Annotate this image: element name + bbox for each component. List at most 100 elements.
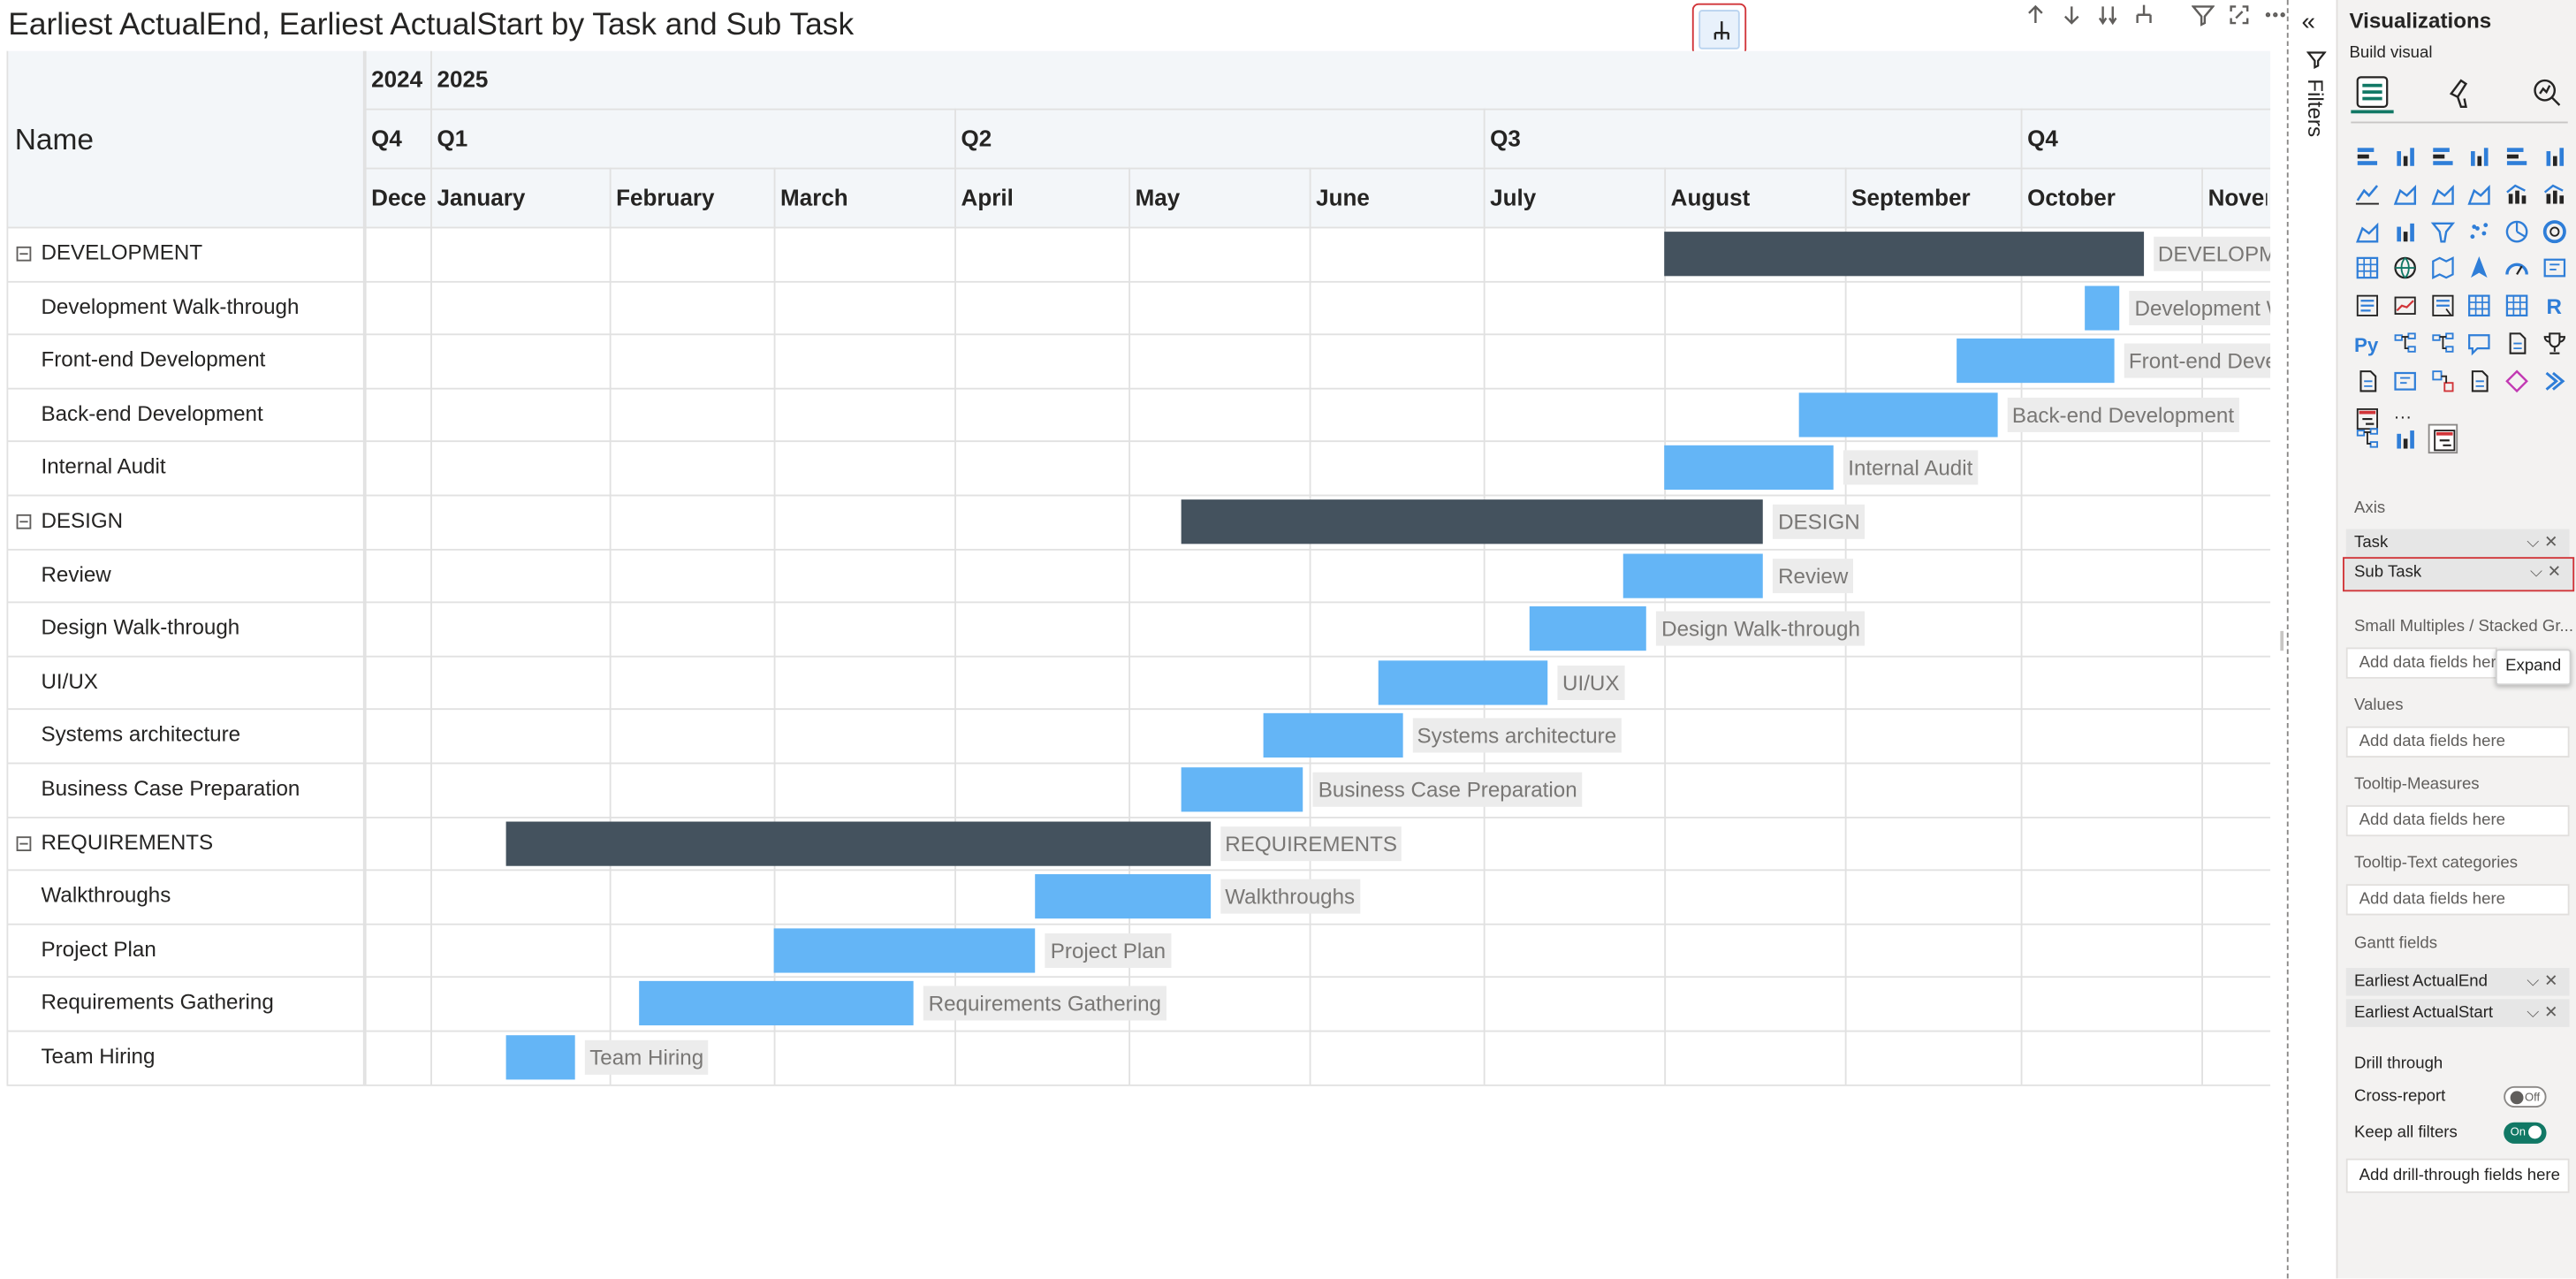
- build-visual-icon[interactable]: [2351, 71, 2394, 114]
- clustered-column-chart-icon[interactable]: [2465, 141, 2494, 171]
- chevron-down-close-icon[interactable]: ⌵✕: [2527, 972, 2564, 992]
- qa-icon[interactable]: [2465, 329, 2494, 358]
- multi-row-card-icon[interactable]: [2352, 291, 2382, 320]
- scatter-chart-icon[interactable]: [2465, 217, 2494, 246]
- gauge-icon[interactable]: [2503, 254, 2532, 283]
- subtask-bar[interactable]: [773, 927, 1037, 973]
- subtask-row-label[interactable]: Design Walk-through: [41, 614, 240, 640]
- line-chart-icon[interactable]: [2352, 179, 2382, 208]
- diamond-visual-icon[interactable]: [2503, 366, 2532, 395]
- 100-bar-chart-icon[interactable]: [2503, 141, 2532, 171]
- bar-chart-custom-icon[interactable]: [2390, 424, 2420, 453]
- task-row-label[interactable]: DESIGN: [41, 507, 124, 533]
- map-icon[interactable]: [2390, 254, 2420, 283]
- clustered-bar-chart-icon[interactable]: [2428, 141, 2457, 171]
- subtask-bar[interactable]: [1530, 606, 1647, 651]
- card-icon[interactable]: [2540, 254, 2569, 283]
- 100-area-chart-icon[interactable]: [2465, 179, 2494, 208]
- slicer-icon[interactable]: [2428, 291, 2457, 320]
- subtask-bar[interactable]: [2085, 285, 2120, 330]
- key-influencers-icon[interactable]: [2390, 329, 2420, 358]
- treemap-icon[interactable]: [2352, 254, 2382, 283]
- subtask-bar[interactable]: [1262, 713, 1402, 758]
- power-automate-icon[interactable]: [2428, 366, 2457, 395]
- format-visual-icon[interactable]: [2440, 71, 2482, 113]
- chevron-down-close-icon[interactable]: ⌵✕: [2527, 1003, 2564, 1023]
- drill-through-well[interactable]: Add drill-through fields here: [2345, 1158, 2570, 1193]
- expand-hierarchy-button[interactable]: [1691, 3, 1747, 57]
- filters-label[interactable]: Filters: [2303, 79, 2329, 138]
- subtask-row-label[interactable]: Review: [41, 561, 111, 586]
- subtask-bar[interactable]: [638, 981, 914, 1026]
- line-column-chart-icon[interactable]: [2503, 179, 2532, 208]
- double-chevron-left-icon[interactable]: «: [2301, 8, 2316, 36]
- filled-map-icon[interactable]: [2428, 254, 2457, 283]
- ribbon-chart-icon[interactable]: [2352, 217, 2382, 246]
- chevron-down-close-icon[interactable]: ⌵✕: [2527, 534, 2564, 552]
- collapse-toggle-icon[interactable]: [16, 514, 32, 529]
- subtask-row-label[interactable]: Back-end Development: [41, 400, 263, 426]
- subtask-row-label[interactable]: UI/UX: [41, 668, 98, 694]
- filter-icon[interactable]: [2188, 0, 2217, 29]
- tooltip-measures-well[interactable]: Add data fields here: [2345, 804, 2570, 837]
- subtask-row-label[interactable]: Requirements Gathering: [41, 989, 274, 1015]
- small-multiples-well[interactable]: Add data fields here: [2345, 647, 2497, 679]
- axis-field-sub-task[interactable]: Sub Task ⌵✕: [2343, 557, 2575, 592]
- subtask-row-label[interactable]: Business Case Preparation: [41, 775, 300, 801]
- pie-chart-icon[interactable]: [2503, 217, 2532, 246]
- donut-chart-icon[interactable]: [2540, 217, 2569, 246]
- gantt-field-start[interactable]: Earliest ActualStart ⌵✕: [2345, 999, 2570, 1027]
- metrics-icon[interactable]: [2540, 329, 2569, 358]
- subtask-bar[interactable]: [1797, 392, 1998, 438]
- focus-mode-icon[interactable]: [2224, 0, 2253, 29]
- subtask-bar[interactable]: [505, 1035, 575, 1080]
- smart-narrative-icon[interactable]: [2503, 329, 2532, 358]
- subtask-bar[interactable]: [1181, 767, 1304, 812]
- stacked-bar-chart-icon[interactable]: [2352, 141, 2382, 171]
- subtask-bar[interactable]: [1036, 874, 1211, 919]
- double-arrow-down-icon[interactable]: [2093, 0, 2122, 29]
- tooltip-text-well[interactable]: Add data fields here: [2345, 884, 2570, 916]
- narrative-icon[interactable]: [2465, 366, 2494, 395]
- chevron-visual-icon[interactable]: [2540, 366, 2569, 395]
- subtask-row-label[interactable]: Walkthroughs: [41, 882, 171, 908]
- values-well[interactable]: Add data fields here: [2345, 726, 2570, 758]
- power-apps-icon[interactable]: [2390, 366, 2420, 395]
- 100-column-chart-icon[interactable]: [2540, 141, 2569, 171]
- task-bar[interactable]: [1664, 232, 2144, 277]
- waterfall-chart-icon[interactable]: [2390, 217, 2420, 246]
- chevron-down-close-icon[interactable]: ⌵✕: [2530, 563, 2566, 582]
- subtask-row-label[interactable]: Front-end Development: [41, 346, 266, 372]
- task-row-label[interactable]: REQUIREMENTS: [41, 829, 214, 854]
- gantt-custom-visual-icon[interactable]: [2352, 404, 2382, 433]
- decomposition-tree-icon[interactable]: [2428, 329, 2457, 358]
- hierarchy-slicer-icon[interactable]: [2352, 424, 2382, 453]
- cross-report-toggle[interactable]: Off: [2504, 1085, 2547, 1108]
- subtask-row-label[interactable]: Project Plan: [41, 936, 156, 962]
- arrow-up-icon[interactable]: [2021, 0, 2050, 29]
- axis-field-task[interactable]: Task ⌵✕: [2345, 529, 2570, 558]
- kpi-icon[interactable]: [2390, 291, 2420, 320]
- subtask-row-label[interactable]: Systems architecture: [41, 721, 241, 747]
- subtask-row-label[interactable]: Team Hiring: [41, 1043, 156, 1069]
- area-chart-icon[interactable]: [2390, 179, 2420, 208]
- more-visuals-icon[interactable]: ···: [2390, 404, 2420, 433]
- line-clustered-column-icon[interactable]: [2540, 179, 2569, 208]
- python-visual-icon[interactable]: Py: [2352, 329, 2382, 358]
- subtask-row-label[interactable]: Development Walk-through: [41, 293, 300, 318]
- subtask-bar[interactable]: [1379, 659, 1548, 705]
- table-icon[interactable]: [2465, 291, 2494, 320]
- collapse-toggle-icon[interactable]: [16, 246, 32, 262]
- arrow-down-icon[interactable]: [2057, 0, 2086, 29]
- funnel-chart-icon[interactable]: [2428, 217, 2457, 246]
- subtask-bar[interactable]: [1956, 339, 2115, 384]
- gantt-visual-icon[interactable]: [2427, 424, 2458, 454]
- keep-all-filters-toggle[interactable]: On: [2504, 1122, 2547, 1144]
- subtask-bar[interactable]: [1623, 552, 1764, 598]
- collapse-toggle-icon[interactable]: [16, 835, 32, 851]
- expand-all-icon[interactable]: [2129, 0, 2158, 29]
- subtask-row-label[interactable]: Internal Audit: [41, 453, 166, 479]
- paginated-report-icon[interactable]: [2352, 366, 2382, 395]
- subtask-bar[interactable]: [1664, 445, 1834, 491]
- filters-pane-collapsed[interactable]: [2295, 0, 2335, 1279]
